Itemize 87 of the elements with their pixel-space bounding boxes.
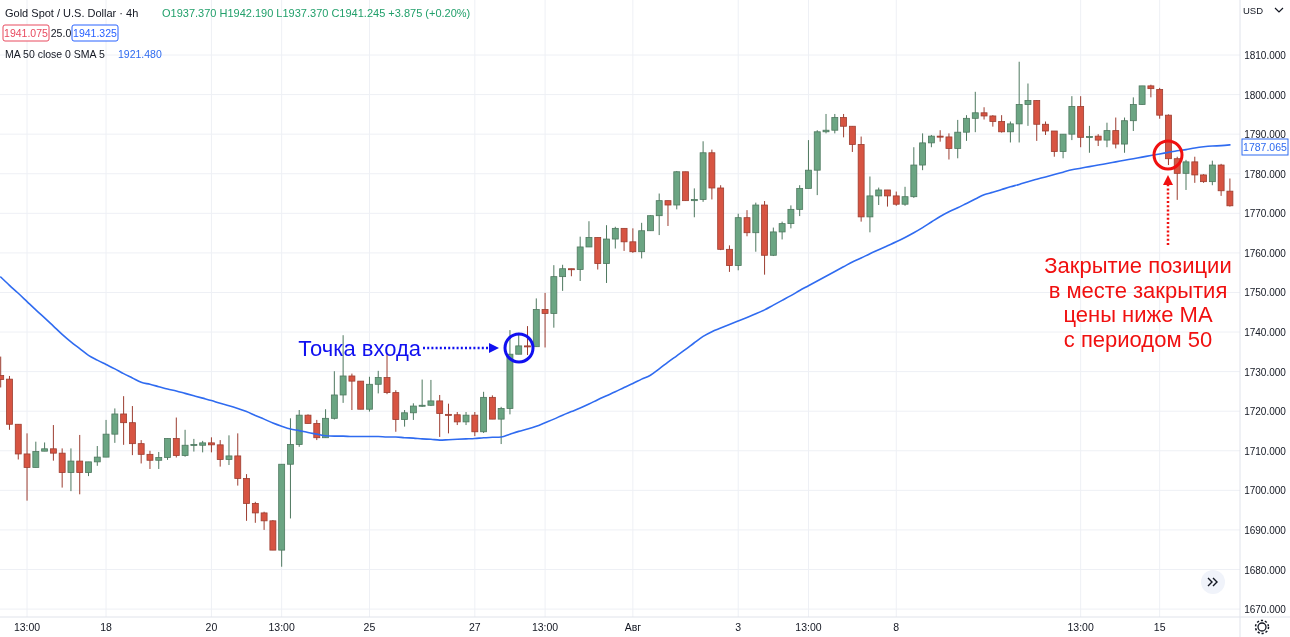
candlestick	[1208, 160, 1216, 186]
candlestick	[1121, 117, 1128, 154]
text: MA 50 close 0 SMA 5	[5, 48, 105, 60]
y-tick-label: 1750.000	[1244, 287, 1287, 299]
x-tick-label: 27	[468, 621, 481, 633]
y-tick-label: 1730.000	[1244, 366, 1287, 378]
x-tick-label: 3	[735, 621, 742, 633]
annotation: Точка входа	[298, 336, 422, 361]
candlestick	[524, 325, 531, 356]
y-tick-label: 1740.000	[1244, 327, 1287, 339]
x-tick-label: 8	[893, 621, 900, 633]
x-tick-label: 15	[1153, 621, 1166, 633]
annotation: O1937.370 H1942.190 L1937.370 C1941.245 +3.875 (+0.20%)	[162, 7, 471, 19]
candlestick	[374, 370, 382, 394]
x-tick-label: 13:00	[13, 621, 41, 633]
candlestick	[743, 209, 751, 237]
candlestick	[1147, 84, 1155, 98]
annotation: 25.0	[50, 27, 72, 39]
y-tick-label: 1810.000	[1244, 50, 1287, 62]
y-tick-label: 1690.000	[1244, 524, 1287, 536]
x-tick-label: 20	[205, 621, 218, 633]
candlestick	[234, 432, 242, 487]
annotation: 1921.480	[118, 48, 162, 60]
text: Gold Spot / U.S. Dollar · 4h	[5, 7, 139, 19]
candlestick	[322, 408, 329, 439]
y-tick-label: 1800.000	[1244, 89, 1287, 101]
candlestick	[726, 244, 733, 273]
x-tick-label: 18	[100, 621, 113, 633]
text: USD	[1243, 5, 1264, 16]
candlestick	[611, 226, 619, 250]
candlestick	[471, 411, 479, 437]
x-tick-label: 13:00	[531, 621, 559, 633]
candlestick	[1033, 99, 1041, 142]
y-tick-label: 1770.000	[1244, 208, 1287, 220]
candlestick	[50, 424, 57, 462]
candlestick	[971, 91, 979, 133]
candlestick	[1103, 122, 1111, 148]
candlestick	[225, 434, 233, 466]
candlestick	[840, 113, 847, 138]
candlestick	[489, 394, 496, 420]
x-tick-label: 13:00	[795, 621, 822, 633]
candlestick	[67, 447, 75, 492]
candlestick	[32, 441, 40, 468]
candlestick	[559, 264, 567, 292]
annotation: 1941.325	[73, 27, 118, 39]
candlestick	[436, 394, 444, 438]
candlestick	[172, 417, 180, 459]
x-tick-label: 13:00	[1067, 621, 1094, 633]
candlestick	[1086, 125, 1093, 154]
candlestick	[655, 193, 663, 236]
candlestick	[1191, 156, 1199, 184]
candlestick	[1007, 121, 1014, 143]
y-tick-label: 1780.000	[1244, 168, 1287, 180]
candlestick	[58, 447, 66, 489]
candlestick	[76, 434, 84, 495]
y-tick-label: 1670.000	[1244, 604, 1287, 616]
y-tick-label: 1710.000	[1244, 445, 1287, 457]
candlestick	[216, 439, 224, 468]
candlestick	[1112, 117, 1120, 149]
candlestick	[664, 200, 672, 227]
candlestick	[1182, 159, 1190, 191]
x-tick-label: 25	[363, 621, 376, 633]
y-tick-label: 1680.000	[1244, 564, 1287, 576]
candlestick	[638, 222, 646, 259]
y-tick-label: 1790.000	[1244, 129, 1287, 141]
x-tick-label: 13:00	[268, 621, 295, 633]
y-tick-label: 1760.000	[1244, 247, 1287, 259]
candlestick	[919, 132, 926, 171]
candlestick	[129, 405, 136, 456]
candlestick	[954, 119, 962, 159]
candlestick	[848, 125, 856, 153]
candlestick	[120, 395, 128, 446]
candlestick	[805, 139, 812, 189]
x-tick-label: Авг	[624, 621, 642, 633]
candlestick	[541, 292, 549, 348]
candlestick	[164, 438, 171, 461]
candlestick	[963, 114, 970, 142]
y-tick-label: 1700.000	[1244, 485, 1287, 497]
candlestick	[287, 417, 294, 519]
y-tick-label: 1720.000	[1244, 406, 1287, 418]
candlestick	[1050, 130, 1058, 158]
annotation: Закрытие позиции в месте закрытия цены ниже MA с периодом 50	[1044, 253, 1232, 352]
candlestick	[445, 403, 452, 434]
line-series	[0, 144, 1231, 441]
text: 1787.065	[1243, 141, 1288, 153]
candlestick	[1226, 177, 1234, 208]
annotation: 1941.075	[4, 27, 49, 39]
